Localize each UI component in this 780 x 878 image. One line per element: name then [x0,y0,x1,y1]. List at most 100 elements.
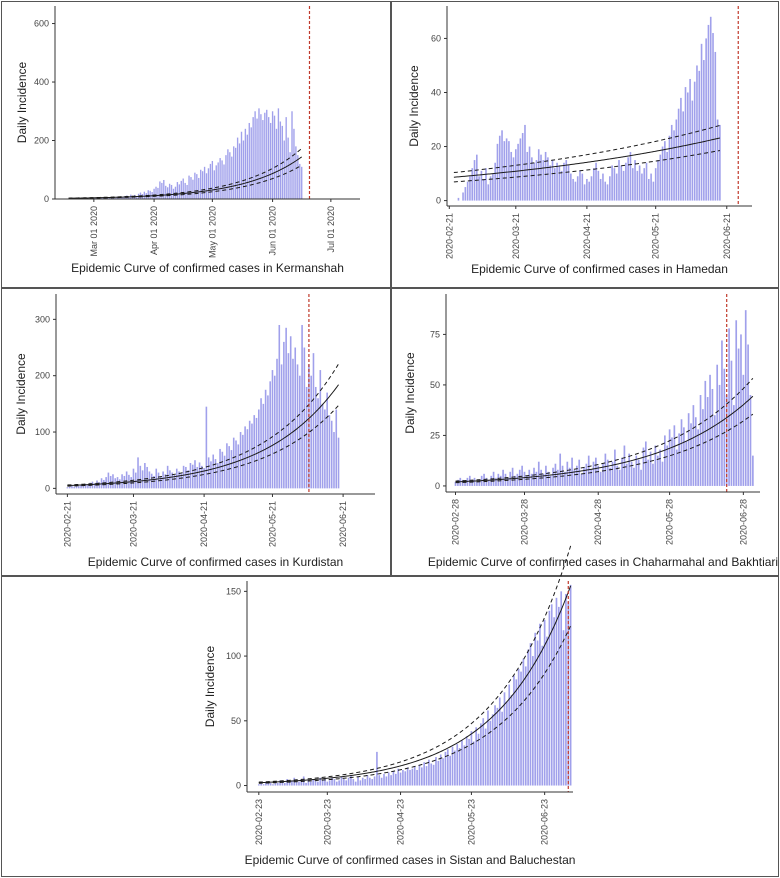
bar [680,97,682,201]
x-tick-label: 2020-03-28 [520,499,530,545]
bar [273,375,276,489]
bar [620,165,623,201]
bar [260,398,262,489]
bar [68,486,71,489]
bar [611,461,614,486]
y-tick-label: 200 [34,136,49,146]
bars-kermanshah [67,108,303,200]
bar [654,168,657,201]
panel-frame-1 [1,1,391,288]
bar [287,353,290,489]
bar [565,593,567,786]
bar [157,187,159,199]
bar [666,151,668,201]
bar [404,771,407,786]
x-tick-label: 2020-03-21 [511,213,521,259]
bar [141,470,144,489]
bar [513,675,515,786]
bar [697,429,699,486]
bar [291,111,293,199]
bar [659,154,662,201]
bar [428,759,430,786]
bar [390,775,392,786]
panel-frame-3 [1,288,391,576]
bar [476,481,478,486]
bar [257,784,260,786]
bar [616,465,619,486]
bar [716,364,719,486]
bar [542,473,545,486]
bar [611,165,613,201]
bar [298,781,300,786]
bar [227,149,229,199]
bar [625,162,627,201]
y-tick-label: 50 [231,716,241,726]
bar [664,435,666,486]
bar [482,178,485,201]
bar [466,181,469,201]
bar [437,760,440,786]
bar [719,124,721,201]
bar [205,406,208,489]
bar [606,184,609,201]
bar [189,463,192,489]
bar [267,781,270,786]
bar [307,780,310,786]
bar [604,453,607,486]
bar [703,60,705,201]
bar [254,111,256,199]
bar [295,146,297,199]
bar [629,151,632,201]
bar [700,43,703,201]
bar [709,16,712,201]
bar [702,409,704,486]
bar [515,679,518,786]
bar [186,184,188,199]
bar [281,781,284,786]
bar [135,196,138,199]
bar [472,741,475,786]
bar [333,432,335,489]
bar [747,344,749,486]
bar [625,463,628,486]
bar [252,117,254,199]
bar [264,112,266,199]
panel-frame-2 [391,1,779,288]
bar [675,449,678,486]
bar [380,777,383,786]
bar [164,474,167,489]
bar [507,477,509,486]
chart-sistan: 0 50 100 150 2020-02-23 2020-03-23 2020-04-23 2… [203,545,575,867]
bar [534,632,537,786]
bar [524,666,527,786]
bar [107,472,110,489]
bar [288,781,291,786]
bar [383,773,385,786]
y-axis-label: Daily Incidence [403,352,417,434]
lower-ci-line [258,625,572,784]
bar [175,468,178,489]
bar [285,327,287,489]
y-tick-label: 100 [226,651,241,661]
bar [631,168,634,201]
bar [238,143,241,199]
bar [559,453,562,486]
bar [274,781,277,786]
bar [143,191,146,199]
bar [685,441,688,486]
bar [683,427,685,486]
bar [260,114,262,199]
bar [613,168,616,201]
bar [590,469,592,486]
chart-title: Epidemic Curve of confirmed cases in Cha… [428,555,778,569]
bar [100,478,103,489]
x-tick-label: 2020-04-28 [593,499,603,545]
bar [549,165,551,201]
bar [484,728,487,786]
bar [221,160,223,199]
bar [471,168,474,201]
bar [456,744,459,786]
bar [262,403,265,489]
bar [504,473,507,486]
bar [533,162,535,201]
